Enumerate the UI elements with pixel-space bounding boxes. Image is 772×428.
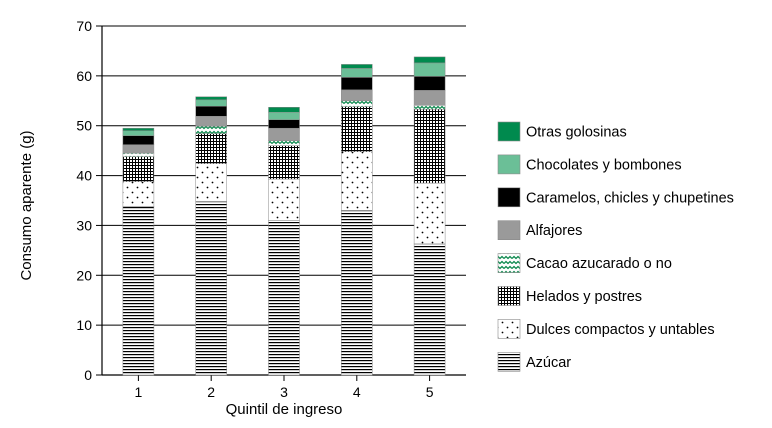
bars: [122, 56, 446, 376]
bar-segment-q2-s3: [195, 125, 227, 134]
bar-segment-q3-s2: [268, 145, 300, 180]
legend-label: Caramelos, chicles y chupetines: [526, 190, 734, 206]
bar-segment-q2-s0: [195, 201, 227, 376]
bar-segment-q3-s0: [268, 220, 300, 376]
legend-label: Otras golosinas: [526, 125, 627, 141]
bar-segment-q1-s4: [122, 144, 155, 154]
bar-segment-q2-s5: [195, 106, 227, 117]
y-tick-label: 20: [76, 267, 92, 283]
legend-swatch: [497, 154, 521, 175]
legend-swatch: [497, 187, 521, 208]
bar-segment-q5-s5: [413, 76, 446, 91]
legend: Otras golosinas Chocolates y bombones Cara…: [497, 121, 734, 372]
bar-segment-q2-s1: [195, 163, 227, 202]
bar-segment-q4-s3: [341, 100, 373, 108]
bar-segment-q3-s6: [268, 112, 300, 120]
bar-segment-q3-s1: [268, 178, 300, 221]
y-tick-label: 0: [84, 367, 92, 383]
bar-segment-q4-s2: [341, 106, 373, 152]
bar-segment-q1-s0: [122, 206, 155, 376]
bar-segment-q2-s6: [195, 99, 227, 107]
legend-swatch: [497, 286, 521, 306]
bar-segment-q4-s0: [341, 210, 373, 376]
x-axis-title: Quintil de ingreso: [226, 401, 343, 418]
bar-segment-q1-s5: [122, 135, 155, 145]
y-tick-label: 10: [76, 317, 92, 333]
x-tick-label: 3: [280, 384, 288, 400]
bar-segment-q4-s5: [341, 77, 373, 91]
y-tick-label: 50: [76, 118, 92, 134]
bar-segment-q1-s7: [122, 127, 155, 131]
x-tick-label: 4: [353, 384, 361, 400]
y-tick-label: 40: [76, 168, 92, 184]
bar-segment-q3-s3: [268, 140, 300, 146]
x-tick-label: 2: [207, 384, 215, 400]
y-tick-label: 60: [76, 68, 92, 84]
x-tick-label: 1: [135, 384, 143, 400]
bar-segment-q2-s4: [195, 115, 227, 127]
axes: 0 10 20 30 40 50 60 70 1 2 3 4 5: [76, 18, 466, 400]
legend-swatch: [497, 351, 521, 372]
bar-segment-q5-s3: [413, 105, 446, 110]
bar-segment-q1-s2: [122, 156, 155, 182]
legend-label: Dulces compactos y untables: [526, 322, 715, 338]
y-tick-label: 30: [76, 217, 92, 233]
legend-label: Cacao azucarado o no: [526, 256, 672, 272]
legend-swatch: [497, 319, 521, 339]
bar-segment-q2-s2: [195, 133, 227, 164]
bar-segment-q5-s0: [413, 243, 446, 376]
bar-segment-q1-s3: [122, 152, 155, 157]
bar-segment-q5-s7: [413, 56, 446, 64]
bar-segment-q3-s5: [268, 119, 300, 129]
bar-segment-q1-s1: [122, 181, 155, 207]
bar-segment-q3-s4: [268, 127, 300, 141]
y-tick-label: 70: [76, 18, 92, 34]
bar-segment-q3-s7: [268, 107, 300, 113]
axis-labels: Quintil de ingreso Consumo aparente (g): [18, 130, 342, 418]
legend-label: Alfajores: [526, 223, 582, 239]
bar-segment-q4-s6: [341, 68, 373, 78]
bar-segment-q4-s7: [341, 64, 373, 69]
bar-segment-q5-s2: [413, 109, 446, 184]
bar-segment-q5-s4: [413, 90, 446, 106]
legend-swatch: [497, 253, 521, 273]
legend-label: Helados y postres: [526, 289, 642, 305]
bar-segment-q5-s1: [413, 182, 446, 245]
x-tick-label: 5: [426, 384, 434, 400]
bar-segment-q4-s1: [341, 151, 373, 211]
bar-segment-q4-s4: [341, 89, 373, 102]
legend-label: Azúcar: [526, 355, 571, 371]
bar-segment-q5-s6: [413, 62, 446, 77]
bar-segment-q2-s7: [195, 96, 227, 101]
bar-segment-q1-s6: [122, 130, 155, 136]
legend-swatch: [497, 220, 521, 240]
legend-label: Chocolates y bombones: [526, 157, 682, 173]
legend-swatch: [497, 121, 521, 142]
y-axis-title: Consumo aparente (g): [18, 130, 35, 280]
